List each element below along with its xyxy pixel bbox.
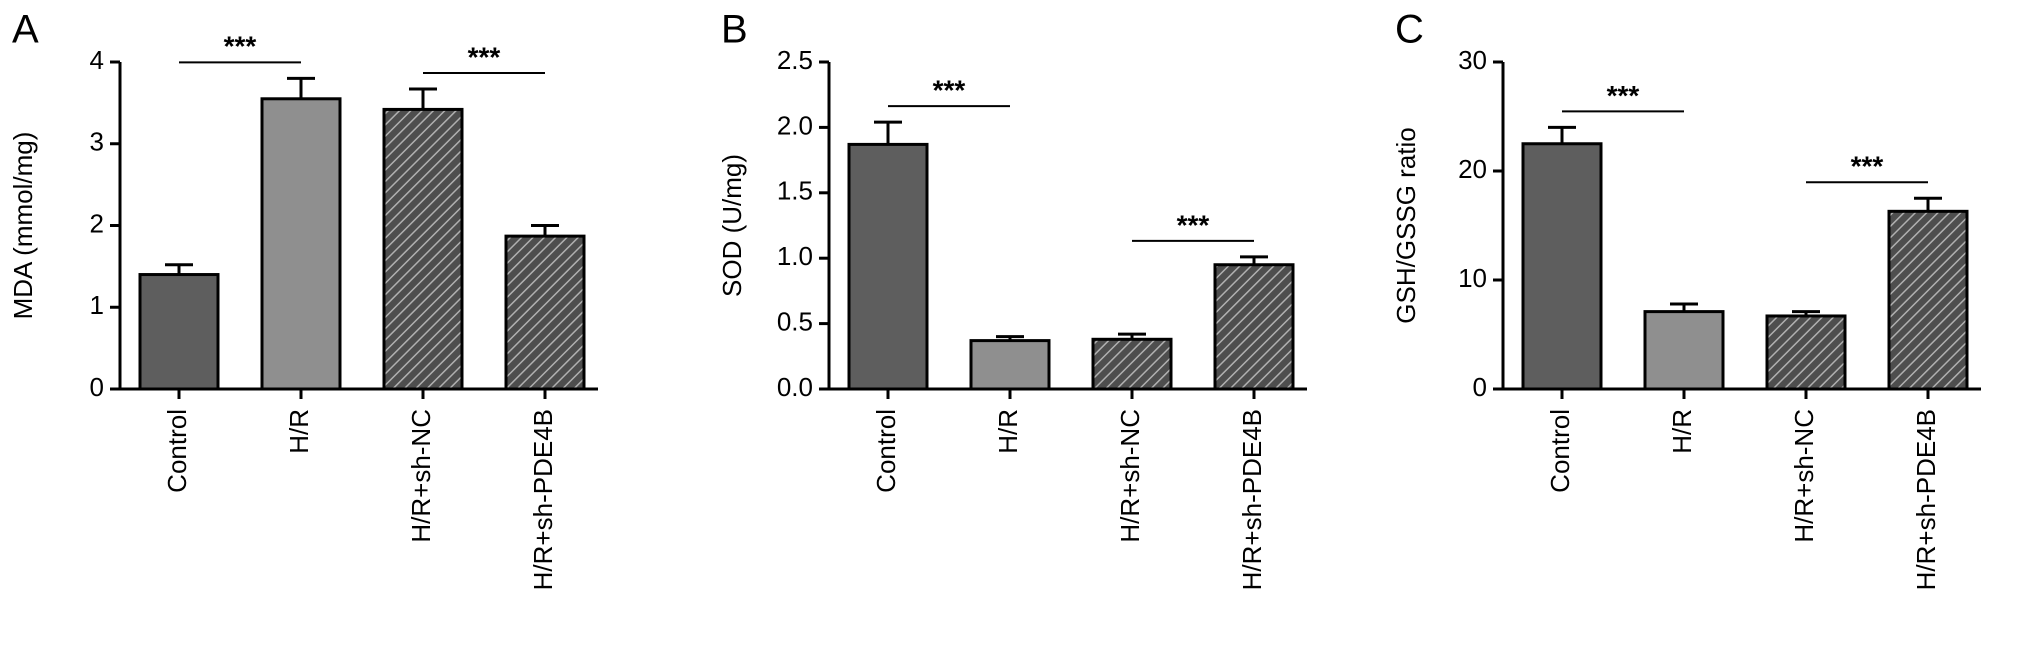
bar [1521,142,1603,391]
y-axis-label: GSH/GSSG ratio [1391,127,1421,324]
y-axis-label: SOD (U/mg) [717,154,747,297]
significance-label: *** [1851,151,1884,182]
panel-label: C [1395,8,1424,52]
x-tick-label: H/R+sh-NC [406,409,436,543]
bar [504,234,586,391]
significance-label: *** [933,75,966,106]
x-tick-label: H/R+sh-PDE4B [1911,409,1941,590]
y-tick-label: 20 [1458,154,1487,184]
bar [1643,310,1725,391]
y-tick-label: 1.5 [777,176,813,206]
bar [382,107,464,391]
panel-label: A [12,8,39,52]
y-tick-label: 0 [90,372,104,402]
x-tick-label: H/R [993,409,1023,454]
y-tick-label: 2.5 [777,45,813,75]
bar [1887,209,1969,391]
significance-label: *** [1177,209,1210,240]
x-tick-label: H/R+sh-PDE4B [528,409,558,590]
y-tick-label: 10 [1458,263,1487,293]
panel-label: B [721,8,748,52]
significance-label: *** [224,31,257,62]
y-tick-label: 3 [90,127,104,157]
x-tick-label: Control [871,409,901,493]
x-tick-label: H/R+sh-NC [1789,409,1819,543]
x-tick-label: H/R+sh-PDE4B [1237,409,1267,590]
y-tick-label: 0.5 [777,306,813,336]
y-tick-label: 0.0 [777,372,813,402]
y-tick-label: 0 [1473,372,1487,402]
y-tick-label: 4 [90,45,104,75]
bar [260,97,342,391]
y-tick-label: 1.0 [777,241,813,271]
significance-label: *** [1607,80,1640,111]
x-tick-label: H/R+sh-NC [1115,409,1145,543]
x-tick-label: H/R [1667,409,1697,454]
x-tick-label: Control [162,409,192,493]
x-tick-label: H/R [284,409,314,454]
bar [1091,337,1173,391]
y-tick-label: 1 [90,290,104,320]
bar [969,339,1051,391]
bar [1213,263,1295,391]
y-axis-label: MDA (mmol/mg) [8,132,38,320]
significance-label: *** [468,41,501,72]
bar [1765,314,1847,391]
x-tick-label: Control [1545,409,1575,493]
y-tick-label: 30 [1458,45,1487,75]
y-tick-label: 2 [90,208,104,238]
bar [847,142,929,391]
y-tick-label: 2.0 [777,110,813,140]
bar [138,273,220,391]
